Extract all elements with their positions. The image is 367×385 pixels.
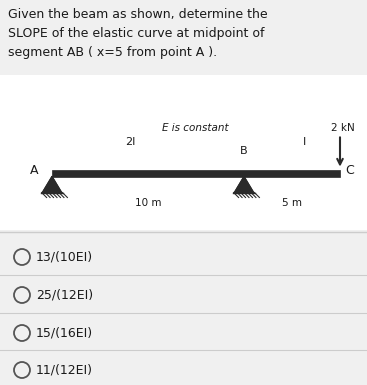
FancyBboxPatch shape	[52, 169, 340, 176]
Text: 2I: 2I	[125, 137, 135, 147]
Text: B: B	[240, 146, 248, 156]
Text: 13/(10EI): 13/(10EI)	[36, 251, 93, 263]
Text: SLOPE of the elastic curve at midpoint of: SLOPE of the elastic curve at midpoint o…	[8, 27, 265, 40]
Text: I: I	[304, 137, 306, 147]
Text: 10 m: 10 m	[135, 199, 161, 209]
Text: 11/(12EI): 11/(12EI)	[36, 363, 93, 377]
Polygon shape	[43, 176, 62, 192]
Text: 25/(12EI): 25/(12EI)	[36, 288, 93, 301]
Text: E is constant: E is constant	[162, 123, 228, 133]
FancyBboxPatch shape	[0, 75, 367, 230]
Text: segment AB ( x=5 from point A ).: segment AB ( x=5 from point A ).	[8, 46, 217, 59]
Text: 2 kN: 2 kN	[331, 123, 355, 133]
Text: Given the beam as shown, determine the: Given the beam as shown, determine the	[8, 8, 268, 21]
Text: A: A	[29, 164, 38, 177]
Polygon shape	[235, 176, 254, 192]
Text: 5 m: 5 m	[282, 199, 302, 209]
Text: 15/(16EI): 15/(16EI)	[36, 326, 93, 340]
Text: C: C	[345, 164, 354, 177]
